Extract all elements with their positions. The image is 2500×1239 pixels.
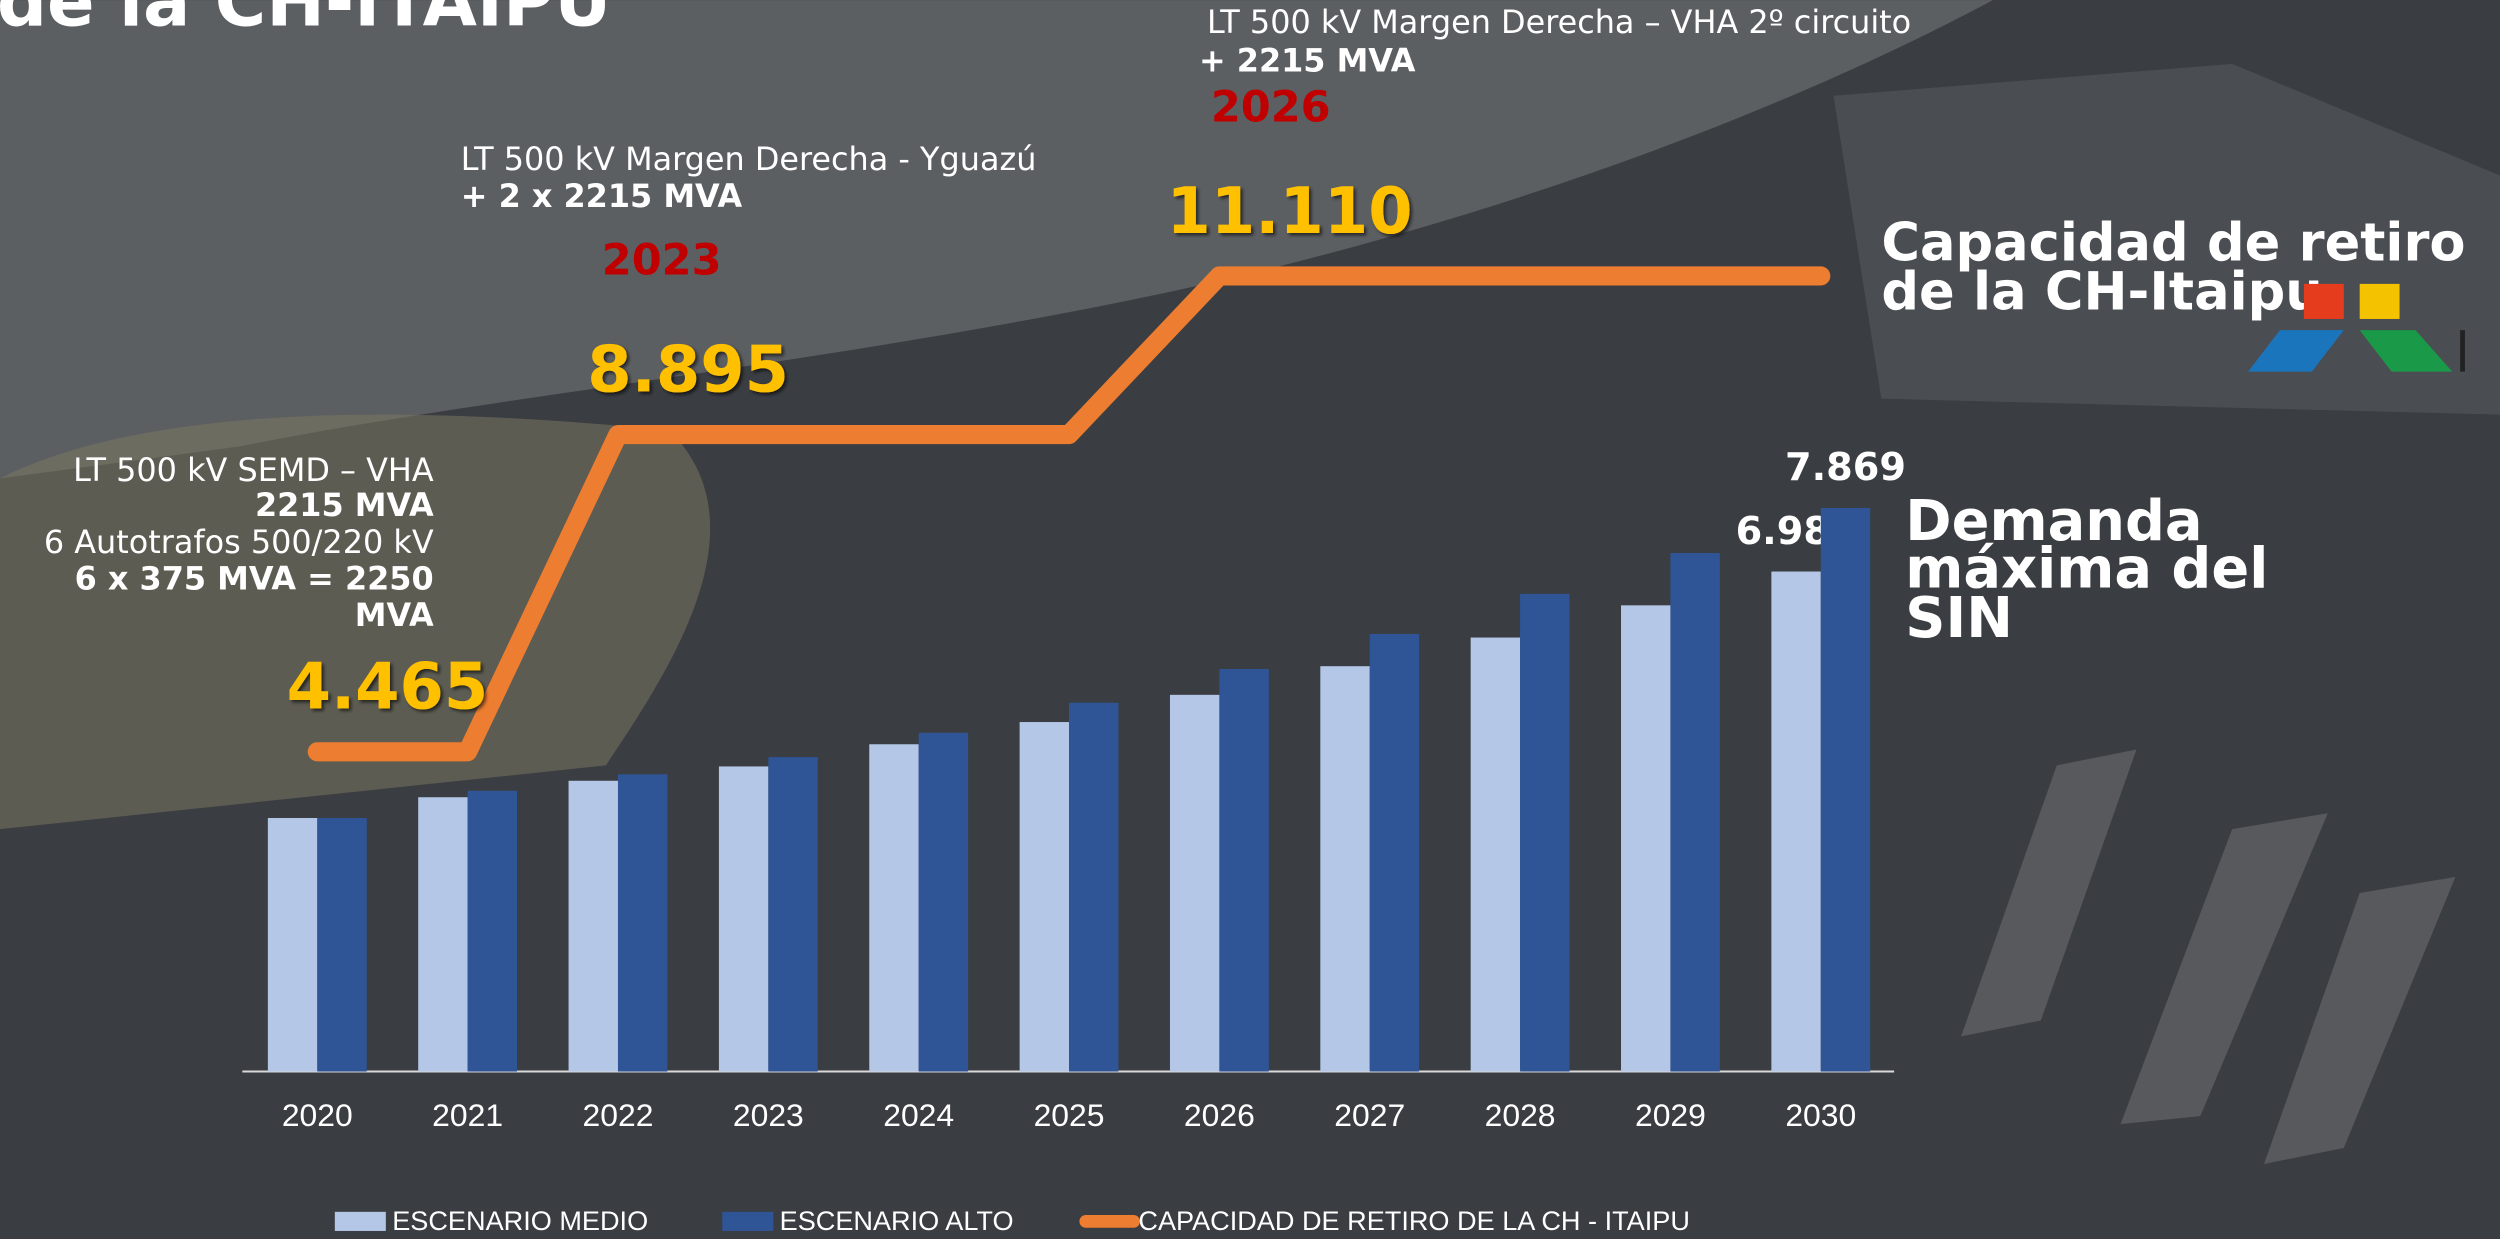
- background-shape: [1833, 63, 2500, 415]
- bar: [1520, 593, 1570, 1072]
- bar-caption: SIN: [1905, 586, 2013, 651]
- annotation: LT 500 kV SEMD – VHA: [73, 451, 434, 489]
- x-tick-label: 2026: [1184, 1097, 1255, 1133]
- bar: [317, 818, 367, 1072]
- legend-label: ESCENARIO ALTO: [780, 1205, 1014, 1236]
- annotation: LT 500 kV Margen Derecha – VHA 2º circui…: [1207, 3, 1911, 41]
- bar: [1219, 669, 1269, 1072]
- bar: [1470, 637, 1521, 1072]
- bar: [1670, 553, 1720, 1072]
- line-value-label: 8.895: [587, 334, 789, 408]
- legend-swatch: [334, 1211, 386, 1231]
- bar: [1320, 666, 1370, 1072]
- title: de la CH-ITAIPU: [0, 0, 611, 43]
- x-tick-label: 2030: [1785, 1097, 1856, 1133]
- x-tick-label: 2020: [282, 1097, 353, 1133]
- bar: [1621, 605, 1671, 1072]
- annotation-year: 2026: [1211, 83, 1331, 133]
- bar: [1369, 633, 1420, 1072]
- annotation: 2215 MVA: [255, 486, 434, 524]
- bar: [1069, 702, 1119, 1072]
- annotation: MVA: [355, 596, 434, 634]
- x-tick-label: 2029: [1635, 1097, 1706, 1133]
- bar-caption: máxima del: [1905, 537, 2268, 602]
- line: [307, 266, 1831, 762]
- line-caption: Capacidad de retiro: [1881, 212, 2465, 273]
- annotation: 6 Autotrafos 500/220 kV: [44, 523, 434, 561]
- x-tick-label: 2027: [1334, 1097, 1405, 1133]
- x-tick-label: 2023: [733, 1097, 804, 1133]
- bar: [467, 790, 518, 1072]
- x-tick-label: 2025: [1034, 1097, 1105, 1133]
- bar: [869, 744, 919, 1072]
- background-shape: [0, 0, 1993, 479]
- bar: [1169, 694, 1220, 1072]
- x-tick-label: 2024: [883, 1097, 954, 1133]
- line-caption: de la CH-Itaipu: [1881, 262, 2322, 323]
- x-tick-label: 2021: [432, 1097, 503, 1133]
- bar: [568, 780, 618, 1072]
- bar: [1771, 571, 1821, 1072]
- bar-caption: Demanda: [1905, 489, 2202, 554]
- bar: [1820, 508, 1871, 1072]
- bar: [418, 797, 468, 1072]
- line-value-label: 4.465: [287, 651, 489, 725]
- bar: [718, 766, 769, 1072]
- annotation-year: 2023: [602, 236, 722, 286]
- x-tick-label: 2022: [583, 1097, 654, 1133]
- legend-label: CAPACIDAD DE RETIRO DE LA CH - ITAIPU: [1138, 1205, 1690, 1236]
- legend-swatch: [722, 1211, 774, 1231]
- bar: [918, 732, 969, 1072]
- line-value-label: 11.110: [1167, 175, 1413, 249]
- annotation: + 2215 MVA: [1199, 41, 1416, 79]
- bar: [617, 774, 668, 1072]
- background-shape: [1961, 749, 2456, 1164]
- bar: [768, 757, 818, 1072]
- annotation: + 2 x 2215 MVA: [461, 177, 743, 215]
- bar: [267, 818, 318, 1072]
- bar-value-label: 7.869: [1785, 445, 1906, 490]
- legend-label: ESCENARIO MEDIO: [392, 1205, 648, 1236]
- bar: [1019, 722, 1070, 1072]
- x-tick-label: 2028: [1485, 1097, 1556, 1133]
- background-shape: [0, 414, 711, 830]
- annotation: LT 500 kV Margen Derecha - Yguazú: [461, 140, 1037, 178]
- annotation: 6 x 375 MVA = 2250: [75, 559, 434, 597]
